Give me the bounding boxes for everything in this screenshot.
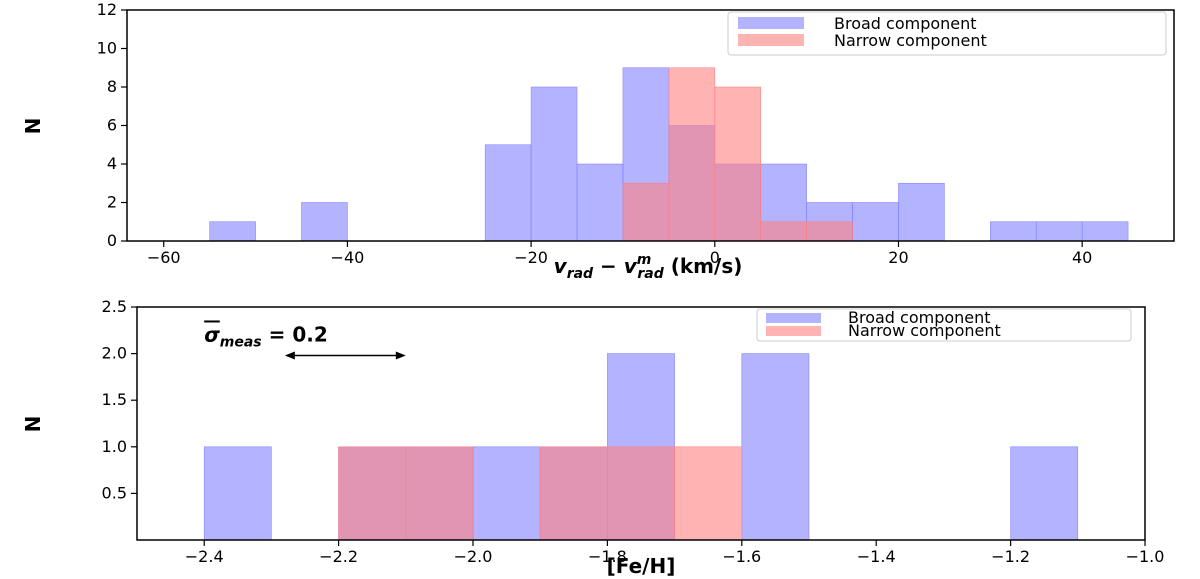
metallicity-narrow-bar-0 (338, 446, 407, 541)
velocity-broad-bar-3 (530, 86, 578, 242)
metallicity-legend-box (756, 308, 1132, 342)
metallicity-x-tick-label: −2.4 (185, 547, 224, 566)
velocity-narrow-bar-3 (760, 221, 807, 242)
velocity-legend-box (727, 11, 1167, 56)
metallicity-y-tick-label: 1.0 (102, 437, 127, 456)
metallicity-y-tick-label: 0.5 (102, 483, 127, 502)
metallicity-y-tick-label: 2.0 (102, 344, 127, 363)
velocity-narrow-bar-2 (714, 86, 762, 242)
metallicity-legend-label-broad: Broad component (848, 308, 991, 327)
velocity-broad-bar-1 (301, 202, 348, 242)
metallicity-broad-bar-0 (203, 446, 272, 541)
velocity-y-axis-label: N (21, 118, 45, 135)
metallicity-legend: Broad component Narrow component (756, 308, 1132, 342)
metallicity-narrow-bar-3 (607, 446, 675, 541)
metallicity-broad-bar-7 (1010, 446, 1079, 541)
metallicity-histogram-bars (203, 353, 1079, 541)
velocity-legend-swatch-narrow (738, 34, 804, 46)
metallicity-histogram-panel: −2.4 −2.2 −2.0 −1.8 −1.6 −1.4 −1.2 −1.0 0.5 1.0 1… (21, 297, 1164, 578)
metallicity-x-ticks: −2.4 −2.2 −2.0 −1.8 −1.6 −1.4 −1.2 −1.0 (185, 540, 1165, 566)
sigma-value: = 0.2 (262, 322, 328, 346)
metallicity-narrow-bar-1 (405, 446, 474, 541)
sigma-meas-label: σmeas = 0.2 (204, 322, 328, 350)
velocity-narrow-bar-4 (806, 221, 853, 242)
velocity-broad-bar-10 (852, 202, 899, 242)
metallicity-x-tick-label: −1.6 (722, 547, 761, 566)
metallicity-x-tick-label: −1.2 (991, 547, 1030, 566)
velocity-broad-bar-13 (1035, 221, 1083, 242)
velocity-legend-swatch-broad (738, 17, 804, 29)
velocity-broad-bar-2 (484, 144, 532, 242)
metallicity-legend-swatch-broad (766, 313, 821, 323)
metallicity-legend-swatch-narrow (766, 326, 821, 336)
metallicity-x-tick-label: −2.2 (319, 547, 358, 566)
sigma-symbol: σ (204, 322, 220, 346)
velocity-broad-bar-0 (209, 221, 256, 242)
velocity-x-ticks: −60 −40 −20 0 20 40 (147, 241, 1092, 267)
metallicity-legend-label-narrow: Narrow component (848, 321, 1001, 340)
sigma-arrow-head-left (284, 351, 295, 360)
metallicity-broad-bar-6 (741, 353, 810, 541)
velocity-broad-bar-11 (898, 182, 945, 242)
velocity-y-tick-label: 2 (107, 193, 117, 212)
metallicity-x-tick-label: −1.4 (857, 547, 896, 566)
metallicity-y-ticks: 0.5 1.0 1.5 2.0 2.5 (102, 297, 137, 502)
metallicity-y-tick-label: 2.5 (102, 297, 127, 316)
metallicity-x-tick-label: −1.0 (1126, 547, 1165, 566)
metallicity-y-tick-label: 1.5 (102, 390, 127, 409)
velocity-histogram-bars (209, 67, 1129, 242)
sigma-arrow-head-right (395, 351, 406, 360)
velocity-y-tick-label: 0 (107, 231, 117, 250)
metallicity-narrow-bar-2 (539, 446, 608, 541)
velocity-histogram-panel: −60 −40 −20 0 20 40 0 2 4 6 8 10 12 vrad − vm rad (k… (21, 0, 1175, 282)
metallicity-x-tick-label: −1.8 (588, 547, 627, 566)
velocity-x-tick-label: 0 (710, 248, 720, 267)
metallicity-x-tick-label: −2.0 (454, 547, 493, 566)
metallicity-plot-frame (136, 306, 1146, 541)
velocity-broad-bar-14 (1081, 221, 1129, 242)
velocity-broad-bar-12 (990, 221, 1037, 242)
metallicity-x-axis-label: [Fe/H] (607, 554, 676, 578)
velocity-narrow-bar-0 (622, 182, 670, 242)
metallicity-narrow-bar-4 (674, 446, 743, 541)
metallicity-broad-bar-3 (472, 446, 541, 541)
sigma-meas-annotation: σmeas = 0.2 (204, 322, 406, 360)
velocity-y-ticks: 0 2 4 6 8 10 12 (97, 0, 127, 250)
velocity-legend-label-narrow: Narrow component (834, 31, 987, 50)
velocity-y-tick-label: 6 (107, 116, 117, 135)
velocity-x-tick-label: −20 (514, 248, 548, 267)
velocity-y-tick-label: 8 (107, 77, 117, 96)
velocity-y-tick-label: 12 (97, 0, 117, 19)
metallicity-y-axis-label: N (21, 416, 45, 433)
velocity-x-tick-label: 20 (888, 248, 908, 267)
velocity-x-tick-label: −40 (331, 248, 365, 267)
velocity-x-axis-label: vrad − vm rad (km/s) (554, 252, 743, 282)
velocity-narrow-bar-1 (668, 67, 716, 242)
sigma-subscript: meas (220, 334, 262, 350)
velocity-x-tick-label: −60 (147, 248, 181, 267)
velocity-x-tick-label: 40 (1072, 248, 1092, 267)
velocity-legend-label-broad: Broad component (834, 14, 977, 33)
velocity-broad-bar-4 (576, 163, 624, 242)
velocity-y-tick-label: 10 (97, 39, 117, 58)
velocity-legend: Broad component Narrow component (727, 11, 1167, 56)
velocity-y-tick-label: 4 (107, 154, 117, 173)
